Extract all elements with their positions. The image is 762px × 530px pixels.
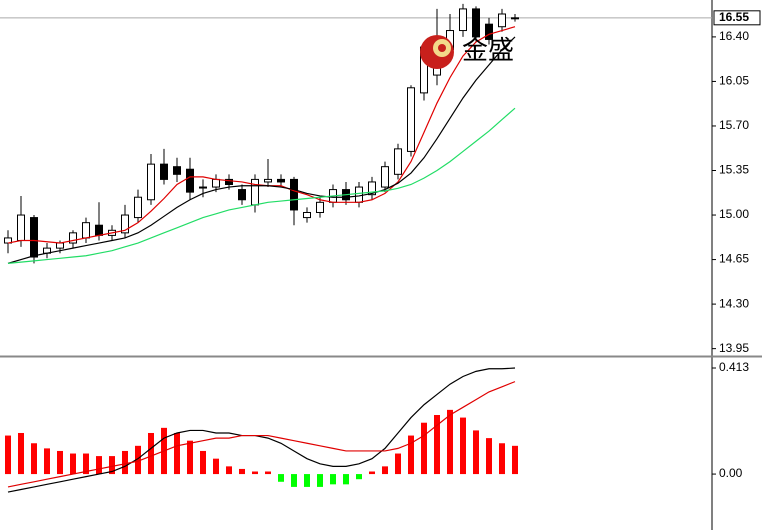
- histogram-bar: [304, 474, 310, 487]
- histogram-bar: [96, 456, 102, 475]
- histogram-bar: [239, 468, 245, 475]
- histogram-bar: [499, 443, 505, 475]
- candle-body: [82, 222, 90, 239]
- y-tick-label: 14.65: [719, 252, 749, 266]
- histogram-bar: [343, 474, 349, 485]
- histogram-bar: [512, 445, 518, 475]
- candle-body: [17, 214, 25, 241]
- y-tick-label: 0.413: [719, 360, 749, 374]
- candle-body: [511, 17, 519, 20]
- candle-body: [160, 163, 168, 180]
- histogram-bar: [265, 471, 271, 475]
- line-series: [7, 107, 516, 264]
- candle-body: [121, 214, 129, 234]
- candle-body: [4, 237, 12, 244]
- histogram-bar: [408, 435, 414, 475]
- logo: [420, 35, 454, 69]
- histogram-bar: [174, 432, 180, 475]
- line-series: [7, 36, 516, 264]
- histogram-bar: [44, 448, 50, 475]
- line-series: [7, 367, 516, 493]
- last-price-label: 16.55: [719, 10, 749, 24]
- histogram-bar: [473, 430, 479, 475]
- histogram-bar: [421, 422, 427, 475]
- candle-body: [394, 148, 402, 175]
- candle-body: [459, 8, 467, 32]
- histogram-bar: [395, 453, 401, 475]
- candle-body: [303, 211, 311, 219]
- y-tick-label: 13.95: [719, 341, 749, 355]
- candle-body: [186, 168, 194, 193]
- last-price-box: [713, 10, 761, 26]
- candle-body: [69, 232, 77, 244]
- histogram-bar: [122, 450, 128, 475]
- y-tick-label: 0.00: [719, 466, 743, 480]
- histogram-bar: [70, 453, 76, 475]
- histogram-bar: [187, 440, 193, 475]
- candle-body: [485, 23, 493, 40]
- candle-body: [368, 181, 376, 196]
- histogram-bar: [5, 435, 11, 475]
- y-tick-label: 16.05: [719, 74, 749, 88]
- histogram-bar: [18, 432, 24, 475]
- histogram-bar: [460, 417, 466, 475]
- histogram-bar: [148, 432, 154, 475]
- y-tick-label: 15.70: [719, 118, 749, 132]
- candle-body: [30, 217, 38, 258]
- candle-body: [498, 13, 506, 28]
- histogram-bar: [83, 453, 89, 475]
- histogram-bar: [447, 409, 453, 475]
- histogram-bar: [200, 450, 206, 475]
- candle-body: [472, 8, 480, 38]
- histogram-bar: [252, 471, 258, 475]
- y-tick-label: 15.35: [719, 163, 749, 177]
- candle-body: [225, 178, 233, 185]
- histogram-bar: [135, 445, 141, 475]
- candle-body: [264, 178, 272, 183]
- histogram-bar: [382, 466, 388, 475]
- histogram-bar: [434, 415, 440, 475]
- candle-body: [134, 196, 142, 219]
- histogram-bar: [486, 438, 492, 475]
- candle-body: [381, 166, 389, 188]
- histogram-bar: [291, 474, 297, 487]
- histogram-bar: [213, 458, 219, 475]
- histogram-bar: [31, 443, 37, 475]
- candle-body: [173, 166, 181, 175]
- candle-body: [316, 201, 324, 213]
- candle-body: [199, 186, 207, 189]
- line-series: [7, 381, 516, 488]
- histogram-bar: [226, 466, 232, 475]
- candle-body: [212, 178, 220, 188]
- histogram-bar: [369, 471, 375, 475]
- line-series: [7, 26, 516, 244]
- candle-body: [277, 178, 285, 183]
- y-tick-label: 14.30: [719, 296, 749, 310]
- candle-body: [355, 186, 363, 203]
- histogram-bar: [57, 450, 63, 475]
- y-tick-label: 16.40: [719, 29, 749, 43]
- watermark: 金盛: [462, 35, 514, 65]
- candle-body: [238, 189, 246, 201]
- candle-body: [56, 242, 64, 249]
- histogram-bar: [278, 474, 284, 482]
- candle-body: [290, 178, 298, 211]
- histogram-bar: [330, 474, 336, 485]
- histogram-bar: [356, 474, 362, 480]
- candle-body: [251, 178, 259, 206]
- candle-body: [407, 87, 415, 152]
- candle-body: [95, 224, 103, 236]
- histogram-bar: [317, 474, 323, 487]
- histogram-bar: [109, 456, 115, 475]
- y-tick-label: 15.00: [719, 207, 749, 221]
- candle-body: [147, 163, 155, 201]
